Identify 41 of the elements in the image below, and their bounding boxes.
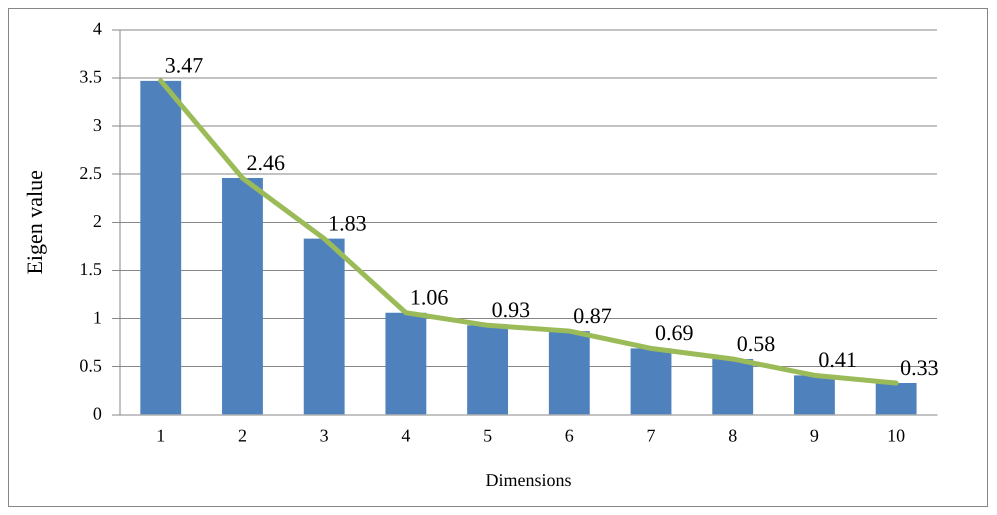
x-tick-label: 3 <box>320 425 329 446</box>
x-tick-label: 9 <box>810 425 819 446</box>
y-axis-title: Eigen value <box>22 170 47 275</box>
y-tick-label: 2 <box>92 211 102 232</box>
bar <box>467 325 508 414</box>
x-tick-label: 10 <box>887 425 906 446</box>
y-tick-label: 2.5 <box>79 162 102 183</box>
data-label: 0.33 <box>900 354 939 380</box>
x-tick-label: 2 <box>238 425 247 446</box>
data-label: 0.41 <box>818 347 857 372</box>
data-label: 0.93 <box>492 297 530 322</box>
bar <box>222 178 263 414</box>
bar <box>712 358 754 414</box>
bar <box>876 383 917 414</box>
bar <box>630 348 672 414</box>
data-label: 1.83 <box>328 210 367 236</box>
data-label: 0.87 <box>573 302 612 328</box>
x-tick-label: 4 <box>401 425 410 446</box>
y-tick-label: 3.5 <box>79 66 102 87</box>
data-label: 0.69 <box>655 320 694 346</box>
data-label: 0.58 <box>736 330 776 356</box>
data-label: 3.47 <box>164 52 204 78</box>
y-tick-label: 4 <box>92 18 102 39</box>
x-axis-title: Dimensions <box>485 470 572 490</box>
bar <box>548 331 590 414</box>
x-tick-label: 5 <box>483 425 492 446</box>
y-tick-label: 3 <box>92 114 102 135</box>
bar <box>304 238 345 414</box>
y-tick-label: 0.5 <box>79 355 102 376</box>
x-tick-label: 1 <box>156 425 166 446</box>
data-label: 2.46 <box>246 150 285 175</box>
data-label: 1.06 <box>410 284 448 310</box>
x-tick-label: 6 <box>564 425 574 446</box>
y-tick-label: 0 <box>92 404 102 424</box>
bar <box>385 312 426 414</box>
x-tick-label: 8 <box>728 425 738 446</box>
y-tick-label: 1.5 <box>79 259 102 280</box>
x-tick-label: 7 <box>646 425 656 446</box>
bar <box>140 80 182 414</box>
y-tick-label: 1 <box>92 307 102 328</box>
bar <box>794 375 835 414</box>
